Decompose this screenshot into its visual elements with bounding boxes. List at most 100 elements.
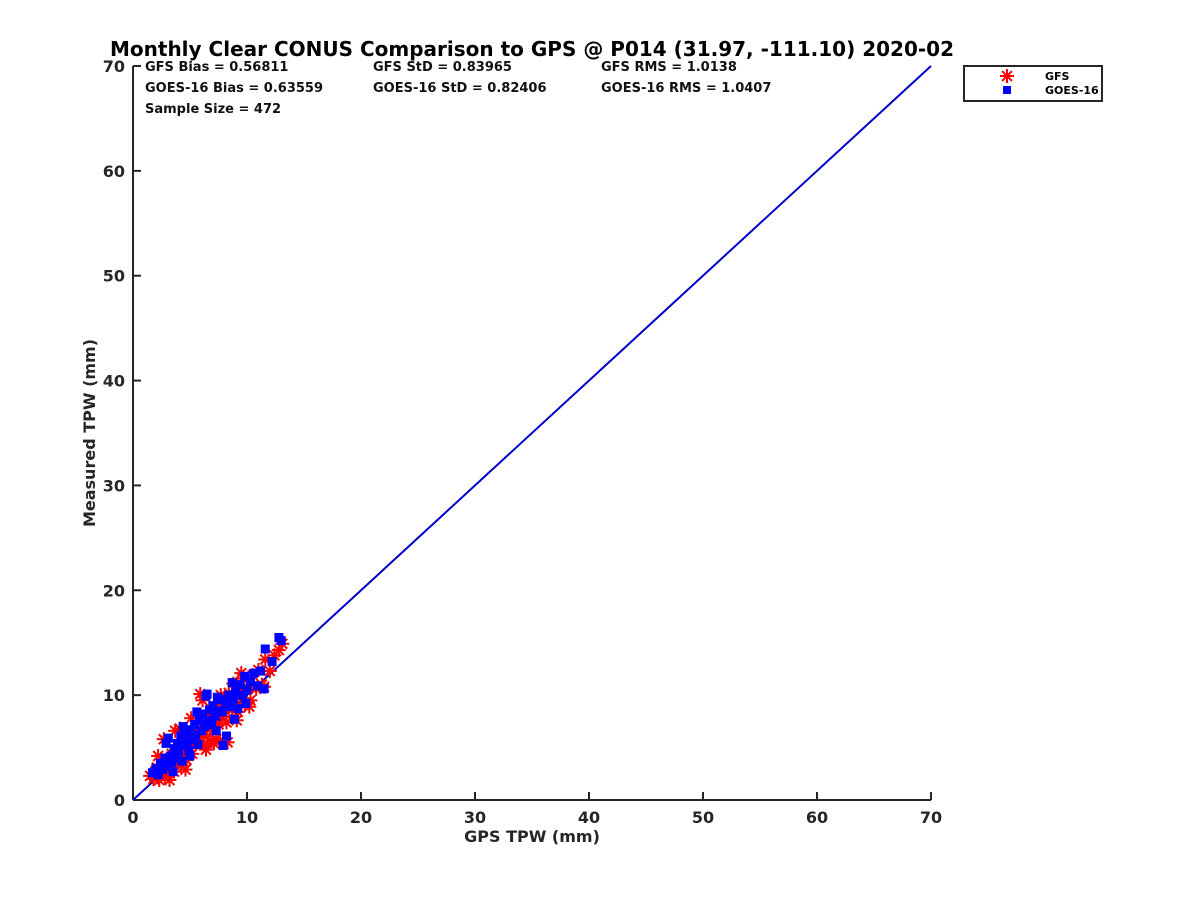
goes16-point [228, 694, 238, 704]
plot-area: 0 10 20 30 40 50 60 70 0 10 20 30 40 50 60 70 [103, 57, 942, 827]
goes16-point [231, 686, 241, 696]
goes16-point [183, 736, 193, 746]
x-axis-label: GPS TPW (mm) [464, 827, 600, 846]
legend-gfs-marker [1000, 69, 1014, 83]
goes16-point [208, 701, 218, 711]
y-tick-label: 40 [103, 372, 125, 391]
goes16-point [256, 666, 266, 676]
y-tick-label: 0 [114, 791, 125, 810]
goes16-point [245, 677, 255, 687]
goes16-point [218, 740, 228, 750]
goes16-point [240, 671, 250, 681]
goes16-point [225, 702, 235, 712]
goes16-point [249, 668, 259, 678]
goes16-point [172, 738, 182, 748]
one-to-one-reference-line [132, 65, 932, 801]
goes16-point [180, 727, 190, 737]
goes16-point [235, 680, 245, 690]
legend-gfs-label: GFS [1045, 70, 1070, 83]
y-axis-label: Measured TPW (mm) [80, 339, 99, 527]
gfs-point [198, 742, 213, 757]
goes16-point [200, 722, 210, 732]
gfs-rms-text: GFS RMS = 1.0138 [601, 60, 737, 75]
goes16-point [221, 731, 231, 741]
goes16-point [276, 636, 286, 646]
gfs-point [262, 664, 277, 679]
goes16-point [267, 657, 277, 667]
goes16-point [192, 707, 202, 717]
goes16-point [162, 761, 172, 771]
goes-std-text: GOES-16 StD = 0.82406 [373, 81, 547, 96]
goes16-point [210, 711, 220, 721]
goes16-point [227, 678, 237, 688]
statistics-block: GFS Bias = 0.56811 GFS StD = 0.83965 GFS… [145, 60, 771, 117]
goes16-point [237, 690, 247, 700]
y-tick-label: 50 [103, 267, 125, 286]
goes-rms-text: GOES-16 RMS = 1.0407 [601, 81, 771, 96]
goes16-point [166, 751, 176, 761]
goes16-point [153, 770, 163, 780]
goes16-point [229, 714, 239, 724]
y-tick-label: 60 [103, 162, 125, 181]
goes16-point [217, 707, 227, 717]
goes16-point [161, 738, 171, 748]
goes16-point [198, 709, 208, 719]
goes16-point [160, 753, 170, 763]
x-tick-label: 70 [920, 808, 942, 827]
goes16-point [202, 689, 212, 699]
y-tick-label: 70 [103, 57, 125, 76]
goes16-point [193, 739, 203, 749]
goes16-point [259, 684, 269, 694]
goes16-point [212, 692, 222, 702]
legend: GFS GOES-16 [963, 65, 1103, 102]
x-tick-label: 50 [692, 808, 714, 827]
goes16-point [241, 699, 251, 709]
goes16-point [186, 725, 196, 735]
x-ticks: 0 10 20 30 40 50 60 70 [127, 792, 942, 827]
goes16-point [224, 690, 234, 700]
x-tick-label: 60 [806, 808, 828, 827]
legend-goes16-label: GOES-16 [1045, 84, 1099, 97]
goes16-point [260, 644, 270, 654]
goes16-point [185, 751, 195, 761]
goes16-point [207, 720, 217, 730]
legend-box [963, 65, 1103, 102]
chart-title: Monthly Clear CONUS Comparison to GPS @ … [110, 37, 954, 61]
goes16-point [242, 685, 252, 695]
goes16-point [158, 765, 168, 775]
gfs-std-text: GFS StD = 0.83965 [373, 60, 512, 75]
goes16-point [170, 753, 180, 763]
goes16-point [194, 715, 204, 725]
y-tick-label: 10 [103, 686, 125, 705]
goes16-point [168, 767, 178, 777]
goes-bias-text: GOES-16 Bias = 0.63559 [145, 81, 323, 96]
goes16-point [184, 746, 194, 756]
legend-goes16-marker [1003, 86, 1011, 94]
y-tick-label: 20 [103, 581, 125, 600]
goes16-point [178, 722, 188, 732]
x-tick-label: 0 [127, 808, 138, 827]
x-tick-label: 10 [236, 808, 258, 827]
goes16-point [190, 720, 200, 730]
goes16-point [169, 744, 179, 754]
gfs-bias-text: GFS Bias = 0.56811 [145, 60, 288, 75]
goes16-point [174, 747, 184, 757]
goes16-series [147, 632, 286, 780]
goes16-point [220, 699, 230, 709]
goes16-point [151, 764, 161, 774]
sample-size-text: Sample Size = 472 [145, 102, 281, 117]
goes16-point [177, 756, 187, 766]
x-tick-label: 40 [578, 808, 600, 827]
x-tick-label: 30 [464, 808, 486, 827]
goes16-point [163, 733, 173, 743]
goes16-point [176, 731, 186, 741]
goes16-point [191, 730, 201, 740]
goes16-point [155, 758, 165, 768]
y-tick-label: 30 [103, 476, 125, 495]
x-tick-label: 20 [350, 808, 372, 827]
legend-gfs-asterisk [1000, 69, 1014, 83]
y-ticks: 0 10 20 30 40 50 60 70 [103, 57, 141, 810]
goes16-point [233, 704, 243, 714]
goes16-point [211, 726, 221, 736]
